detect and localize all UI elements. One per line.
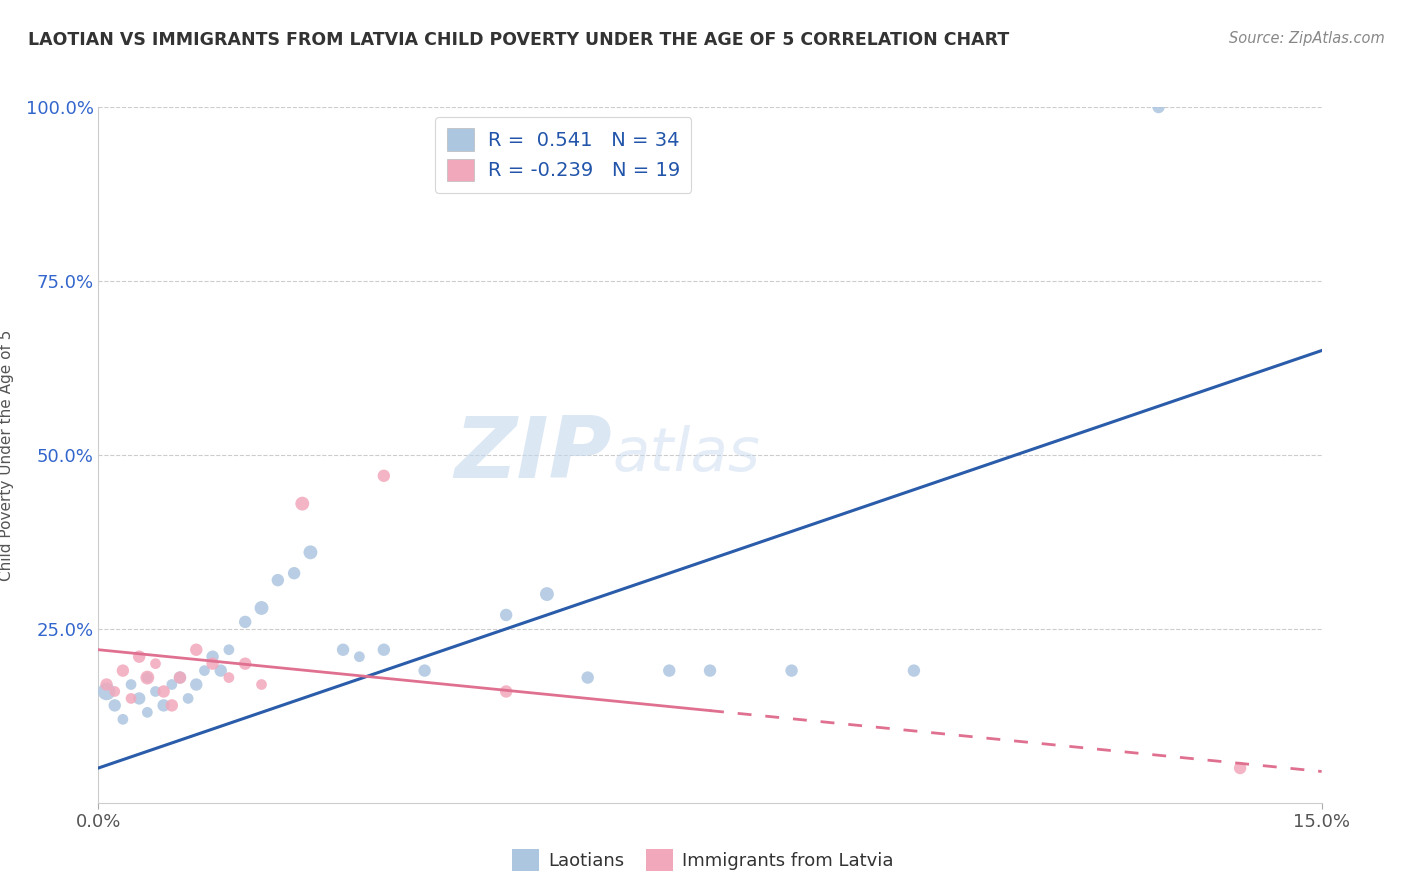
Point [658, 664, 681, 678]
Point [903, 664, 925, 678]
Point [495, 684, 517, 698]
Point [233, 657, 256, 671]
Point [120, 677, 142, 691]
Point [201, 657, 224, 671]
Point [373, 642, 395, 657]
Legend: R =  0.541   N = 34, R = -0.239   N = 19: R = 0.541 N = 34, R = -0.239 N = 19 [434, 117, 692, 193]
Point [267, 573, 290, 587]
Point [201, 649, 224, 664]
Text: LAOTIAN VS IMMIGRANTS FROM LATVIA CHILD POVERTY UNDER THE AGE OF 5 CORRELATION C: LAOTIAN VS IMMIGRANTS FROM LATVIA CHILD … [28, 31, 1010, 49]
Point [128, 691, 150, 706]
Point [299, 545, 322, 559]
Text: Source: ZipAtlas.com: Source: ZipAtlas.com [1229, 31, 1385, 46]
Point [250, 601, 273, 615]
Point [1147, 100, 1170, 114]
Legend: Laotians, Immigrants from Latvia: Laotians, Immigrants from Latvia [505, 842, 901, 879]
Point [128, 649, 150, 664]
Point [283, 566, 305, 581]
Point [104, 684, 127, 698]
Point [152, 684, 174, 698]
Point [177, 691, 200, 706]
Point [104, 698, 127, 713]
Point [136, 671, 159, 685]
Point [349, 649, 371, 664]
Point [218, 642, 240, 657]
Point [250, 677, 273, 691]
Point [169, 671, 191, 685]
Point [186, 642, 208, 657]
Point [373, 468, 395, 483]
Point [160, 698, 183, 713]
Point [136, 671, 159, 685]
Point [120, 691, 142, 706]
Point [332, 642, 354, 657]
Point [576, 671, 599, 685]
Point [413, 664, 436, 678]
Point [495, 607, 517, 622]
Point [96, 677, 118, 691]
Point [291, 497, 314, 511]
Point [111, 664, 134, 678]
Point [169, 671, 191, 685]
Point [152, 698, 174, 713]
Point [209, 664, 232, 678]
Point [186, 677, 208, 691]
Point [111, 712, 134, 726]
Point [136, 706, 159, 720]
Point [160, 677, 183, 691]
Point [193, 664, 215, 678]
Point [145, 684, 167, 698]
Point [96, 684, 118, 698]
Y-axis label: Child Poverty Under the Age of 5: Child Poverty Under the Age of 5 [0, 329, 14, 581]
Point [145, 657, 167, 671]
Point [218, 671, 240, 685]
Text: atlas: atlas [612, 425, 761, 484]
Point [233, 615, 256, 629]
Point [780, 664, 803, 678]
Text: ZIP: ZIP [454, 413, 612, 497]
Point [699, 664, 721, 678]
Point [1229, 761, 1251, 775]
Point [536, 587, 558, 601]
